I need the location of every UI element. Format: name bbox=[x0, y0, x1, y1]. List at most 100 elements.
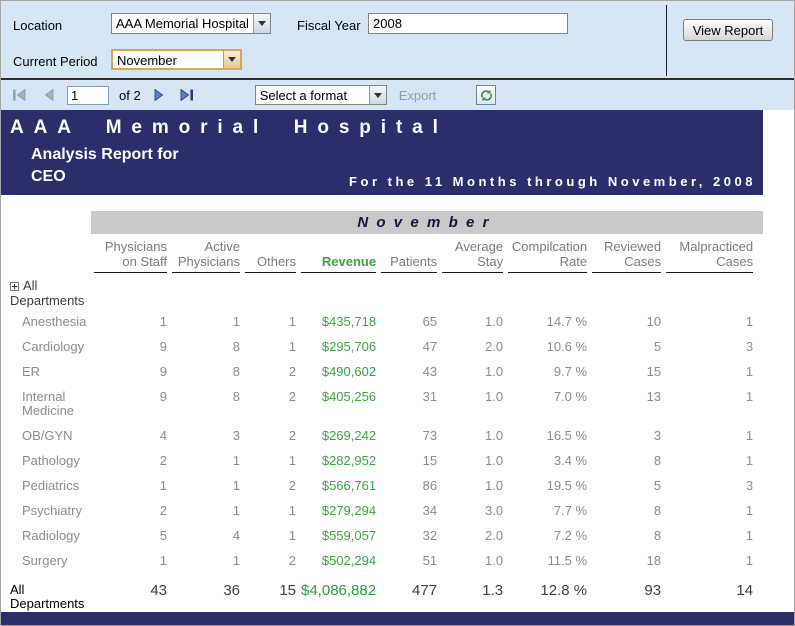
department-name: Pathology bbox=[22, 453, 80, 468]
department-name: Surgery bbox=[22, 553, 68, 568]
cell-active-physicians: 4 bbox=[232, 528, 240, 543]
export-link[interactable]: Export bbox=[398, 87, 437, 103]
table-row-anesthesia: Anesthesia 1 1 1 $435,718 65 1.0 14.7 % 10 1 bbox=[6, 310, 753, 335]
cell-malpracticed-cases: 1 bbox=[745, 314, 754, 329]
cell-malpracticed-cases: 1 bbox=[745, 453, 754, 468]
cell-compilcation-rate: 14.7 % bbox=[546, 314, 588, 329]
current-period-dropdown[interactable]: November bbox=[111, 49, 242, 70]
cell-malpracticed-cases bbox=[666, 273, 753, 310]
chevron-down-icon bbox=[373, 92, 382, 98]
department-name: ER bbox=[22, 364, 41, 379]
cell-reviewed-cases: 93 bbox=[644, 582, 662, 599]
cell-others: 2 bbox=[288, 553, 296, 568]
cell-revenue: $566,761 bbox=[321, 478, 377, 493]
cell-active-physicians: 1 bbox=[232, 453, 240, 468]
table-row-psychiatry: Psychiatry 2 1 1 $279,294 34 3.0 7.7 % 8 1 bbox=[6, 499, 753, 524]
cell-reviewed-cases bbox=[592, 273, 661, 310]
cell-revenue: $559,057 bbox=[321, 528, 377, 543]
table-row-pathology: Pathology 2 1 1 $282,952 15 1.0 3.4 % 8 1 bbox=[6, 449, 753, 474]
table-row-all-departments: All Departments 43 36 15 $4,086,882 477 1.3 12.… bbox=[6, 574, 753, 617]
cell-patients: 51 bbox=[422, 553, 438, 568]
cell-average-stay: 1.0 bbox=[485, 478, 504, 493]
department-name: Internal Medicine bbox=[22, 389, 75, 418]
cell-average-stay: 1.0 bbox=[485, 428, 504, 443]
cell-revenue: $295,706 bbox=[321, 339, 377, 354]
pagination-toolbar: of 2 Select a format Export bbox=[1, 80, 794, 110]
column-header-spacer bbox=[6, 237, 89, 273]
cell-revenue: $4,086,882 bbox=[301, 582, 377, 599]
page-number-input[interactable] bbox=[67, 85, 109, 105]
cell-patients: 32 bbox=[422, 528, 438, 543]
department-name: Cardiology bbox=[22, 339, 85, 354]
report-footer-band bbox=[1, 612, 794, 625]
chevron-down-icon bbox=[228, 57, 236, 62]
fiscal-year-input[interactable] bbox=[368, 13, 568, 34]
cell-patients: 477 bbox=[412, 582, 438, 599]
refresh-button[interactable] bbox=[476, 85, 497, 105]
first-page-icon[interactable] bbox=[11, 89, 27, 102]
department-name: OB/GYN bbox=[22, 428, 73, 443]
cell-average-stay: 1.0 bbox=[485, 453, 504, 468]
cell-average-stay: 1.0 bbox=[485, 314, 504, 329]
table-row-radiology: Radiology 5 4 1 $559,057 32 2.0 7.2 % 8 1 bbox=[6, 524, 753, 549]
report-audience: CEO bbox=[31, 168, 66, 185]
cell-active-physicians: 36 bbox=[223, 582, 240, 599]
location-dropdown-button[interactable] bbox=[253, 14, 270, 33]
cell-revenue: $282,952 bbox=[321, 453, 377, 468]
view-report-button[interactable]: View Report bbox=[683, 19, 773, 41]
cell-malpracticed-cases: 3 bbox=[745, 339, 754, 354]
cell-reviewed-cases: 5 bbox=[653, 339, 662, 354]
expand-row-label[interactable]: All Departments bbox=[10, 278, 85, 308]
column-header-revenue: Revenue bbox=[301, 237, 377, 273]
cell-others: 1 bbox=[288, 453, 296, 468]
column-header-reviewed-cases: Reviewed Cases bbox=[592, 237, 662, 273]
cell-physicians-on-staff bbox=[94, 273, 167, 310]
cell-revenue: $435,718 bbox=[321, 314, 377, 329]
cell-malpracticed-cases: 1 bbox=[745, 364, 754, 379]
cell-physicians-on-staff: 1 bbox=[159, 478, 167, 493]
cell-compilcation-rate: 12.8 % bbox=[540, 582, 588, 599]
cell-physicians-on-staff: 1 bbox=[159, 314, 167, 329]
cell-active-physicians: 1 bbox=[232, 503, 240, 518]
cell-patients: 73 bbox=[422, 428, 438, 443]
cell-compilcation-rate: 19.5 % bbox=[546, 478, 588, 493]
cell-malpracticed-cases: 1 bbox=[745, 528, 754, 543]
cell-others: 1 bbox=[288, 503, 296, 518]
previous-page-icon[interactable] bbox=[41, 89, 57, 102]
cell-average-stay: 1.0 bbox=[485, 389, 504, 404]
cell-revenue: $279,294 bbox=[321, 503, 377, 518]
panel-divider bbox=[666, 5, 667, 76]
next-page-icon[interactable] bbox=[151, 89, 167, 102]
current-period-dropdown-button[interactable] bbox=[223, 51, 240, 68]
cell-revenue bbox=[301, 273, 376, 310]
format-select-dropdown-button[interactable] bbox=[368, 86, 386, 104]
cell-revenue: $502,294 bbox=[321, 553, 377, 568]
cell-average-stay: 1.0 bbox=[485, 364, 504, 379]
cell-malpracticed-cases: 1 bbox=[745, 428, 754, 443]
format-select[interactable]: Select a format bbox=[254, 85, 387, 105]
location-label: Location bbox=[13, 18, 63, 33]
column-header-average-stay: Average Stay bbox=[442, 237, 504, 273]
column-header-others: Others bbox=[245, 237, 296, 273]
cell-active-physicians bbox=[172, 273, 240, 310]
parameters-panel: Location AAA Memorial Hospital Fiscal Ye… bbox=[1, 1, 794, 80]
cell-revenue: $490,602 bbox=[321, 364, 377, 379]
location-dropdown[interactable]: AAA Memorial Hospital bbox=[111, 13, 271, 34]
expand-icon[interactable] bbox=[10, 280, 19, 294]
cell-physicians-on-staff: 1 bbox=[159, 553, 167, 568]
last-page-icon[interactable] bbox=[179, 89, 195, 102]
cell-patients: 31 bbox=[422, 389, 438, 404]
cell-reviewed-cases: 3 bbox=[653, 428, 662, 443]
cell-reviewed-cases: 8 bbox=[653, 528, 662, 543]
cell-physicians-on-staff: 4 bbox=[159, 428, 167, 443]
cell-malpracticed-cases: 14 bbox=[736, 582, 754, 599]
cell-reviewed-cases: 8 bbox=[653, 503, 662, 518]
cell-patients bbox=[381, 273, 437, 310]
report-period-line: For the 11 Months through November, 2008 bbox=[349, 174, 756, 189]
cell-malpracticed-cases: 1 bbox=[745, 503, 754, 518]
cell-others: 1 bbox=[288, 339, 296, 354]
cell-active-physicians: 1 bbox=[232, 553, 240, 568]
cell-active-physicians: 1 bbox=[232, 314, 240, 329]
cell-others: 2 bbox=[288, 478, 296, 493]
